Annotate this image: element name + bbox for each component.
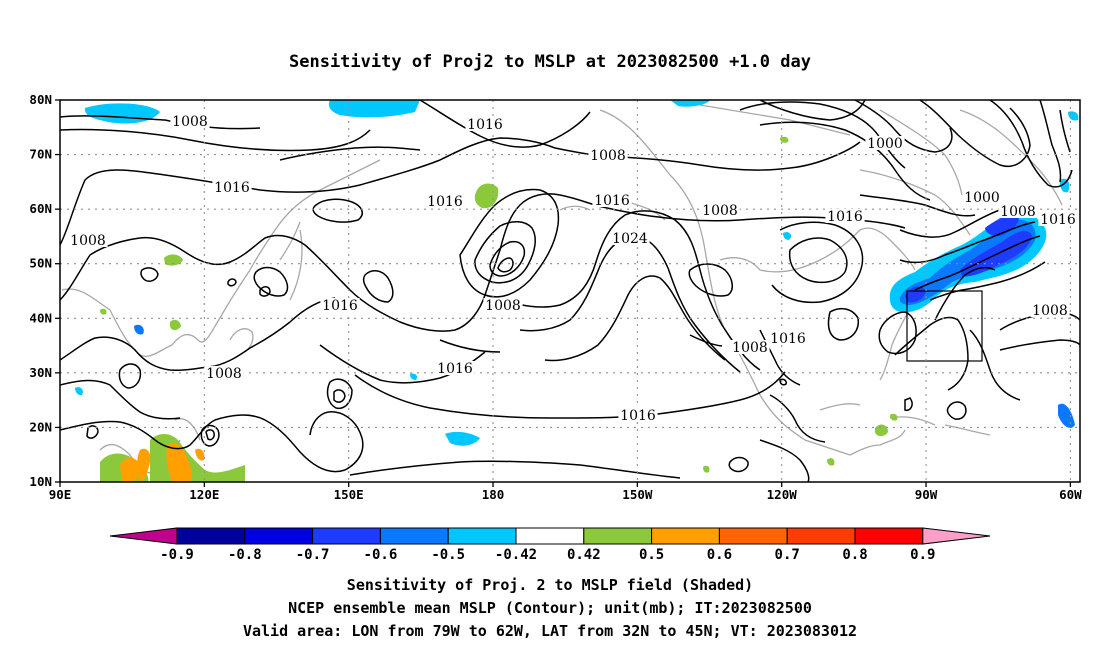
contour-label-bg (962, 190, 1002, 204)
contour-label: 1016 (467, 117, 503, 133)
colorbar-label: 0.8 (842, 547, 867, 563)
colorbar-label: -0.42 (495, 547, 537, 563)
contour-label-bg (700, 203, 740, 217)
contour-label-bg (592, 193, 632, 207)
contour-label: 1008 (732, 340, 768, 356)
contour-label-bg (588, 148, 628, 162)
colorbar-swatch (447, 527, 517, 545)
contour-label-bg (1038, 212, 1078, 226)
contour-label: 1016 (1040, 212, 1076, 228)
lon-tick-label: 180 (482, 487, 505, 502)
captions: Sensitivity of Proj. 2 to MSLP field (Sh… (243, 576, 857, 640)
lon-tick-label: 150W (622, 487, 653, 502)
contour-label-bg (825, 209, 865, 223)
contour-label: 1008 (485, 298, 521, 314)
contour-label: 1000 (964, 190, 1000, 206)
contour-label: 1008 (206, 366, 242, 382)
contour-label: 1000 (867, 136, 903, 152)
contour-label-bg (204, 366, 244, 380)
contour-labels: 1008 101610081000101610161008101610241008… (68, 114, 1078, 424)
contour-label-bg (465, 117, 505, 131)
lat-tick-label: 70N (29, 147, 52, 162)
colorbar-swatch (379, 527, 449, 545)
contour-label-bg (865, 136, 905, 150)
sensitivity-shading (75, 100, 1079, 482)
contour-label-bg (425, 194, 465, 208)
contour-label: 1008 (702, 203, 738, 219)
colorbar-swatch (312, 527, 381, 545)
contour-label-bg (730, 340, 770, 354)
lon-tick-label: 90E (49, 487, 72, 502)
caption-line-1: Sensitivity of Proj. 2 to MSLP field (Sh… (347, 576, 753, 594)
map-frame (59, 99, 1081, 483)
contour-label-bg (320, 298, 360, 312)
caption-line-2: NCEP ensemble mean MSLP (Contour); unit(… (288, 599, 812, 617)
contour-label-bg (768, 331, 808, 345)
contour-label-bg (1030, 303, 1070, 317)
contour-label: 1016 (770, 331, 806, 347)
contour-label: 1008 (590, 148, 626, 164)
colorbar-swatch (786, 527, 856, 545)
contour-label: 1016 (322, 298, 358, 314)
contour-label-bg (610, 231, 650, 245)
lat-tick-label: 30N (29, 365, 52, 380)
contour-label-bg (483, 298, 523, 312)
lat-tick-label: 20N (29, 419, 52, 434)
colorbar-label: 0.7 (775, 547, 800, 563)
contour-label-bg (212, 180, 252, 194)
lon-tick-label: 120E (189, 487, 219, 502)
contour-label-bg (170, 114, 210, 128)
contour-label: 1016 (620, 408, 656, 424)
contour-label-bg (435, 361, 475, 375)
colorbar-label: -0.7 (296, 547, 330, 563)
lat-tick-label: 80N (29, 92, 52, 107)
contour-label: 1016 (437, 361, 473, 377)
contour-label-bg (998, 204, 1038, 218)
mslp-contours (60, 100, 1080, 482)
colorbar-label: -0.5 (431, 547, 465, 563)
colorbar-right-triangle (922, 527, 991, 545)
map-panel: 1008 101610081000101610161008101610241008… (29, 92, 1082, 502)
contour-label: 1016 (827, 209, 863, 225)
colorbar-left-triangle (109, 527, 178, 545)
colorbar-label: 0.42 (567, 547, 601, 563)
colorbar: -0.9 -0.8 -0.7 -0.6 -0.5 -0.42 0.42 0.5 0.6 0.7 0.… (109, 527, 991, 563)
caption-line-3: Valid area: LON from 79W to 62W, LAT fro… (243, 622, 857, 640)
colorbar-label: -0.9 (160, 547, 194, 563)
contour-label: 1024 (612, 231, 648, 247)
colorbar-label: 0.6 (707, 547, 732, 563)
colorbar-swatch (854, 527, 924, 545)
lat-tick-label: 10N (29, 474, 52, 489)
contour-label: 1016 (214, 180, 250, 196)
contour-label: 1008 (1000, 204, 1036, 220)
colorbar-swatch (515, 527, 585, 545)
colorbar-label: -0.6 (364, 547, 398, 563)
contour-label: 1016 (594, 193, 630, 209)
colorbar-swatch (718, 527, 788, 545)
contour-label: 1016 (427, 194, 463, 210)
lon-tick-label: 120W (767, 487, 798, 502)
lon-tick-label: 90W (915, 487, 938, 502)
map-title: Sensitivity of Proj2 to MSLP at 20230825… (289, 52, 811, 72)
contour-label-bg (68, 233, 108, 247)
colorbar-label: 0.5 (639, 547, 664, 563)
lat-tick-label: 40N (29, 310, 52, 325)
contour-label: 1008 (70, 233, 106, 249)
colorbar-label: -0.8 (228, 547, 262, 563)
lon-tick-label: 60W (1059, 487, 1082, 502)
contour-label: 1008 (172, 114, 208, 130)
lat-tick-label: 50N (29, 256, 52, 271)
colorbar-swatch (244, 527, 314, 545)
colorbar-label: 0.9 (910, 547, 935, 563)
valid-area-box (906, 290, 983, 362)
colorbar-swatch (583, 527, 653, 545)
lon-tick-label: 150E (334, 487, 364, 502)
colorbar-swatch (176, 527, 246, 545)
contour-label-bg (618, 408, 658, 422)
colorbar-swatch (651, 527, 720, 545)
lat-tick-label: 60N (29, 201, 52, 216)
contour-label: 1008 (1032, 303, 1068, 319)
